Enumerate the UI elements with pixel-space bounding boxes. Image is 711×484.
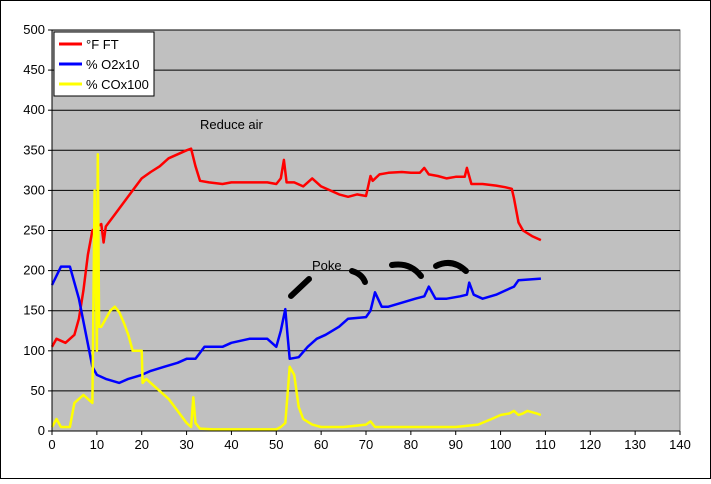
y-tick-label: 200	[23, 263, 45, 278]
x-tick-label: 130	[624, 437, 646, 452]
series-line	[50, 147, 542, 348]
x-tick-label: 10	[90, 437, 104, 452]
stroke	[288, 276, 312, 299]
x-tick-label: 40	[224, 437, 238, 452]
x-tick-label: 100	[490, 437, 512, 452]
x-tick-label: 110	[535, 437, 556, 452]
x-tick-label: 0	[48, 437, 55, 452]
y-tick-label: 250	[23, 223, 45, 238]
x-tick-label: 50	[269, 437, 283, 452]
y-tick-label: 150	[23, 303, 45, 318]
x-tick-label: 140	[669, 437, 691, 452]
x-tick-label: 20	[134, 437, 148, 452]
series-line	[50, 153, 542, 431]
y-tick-label: 0	[38, 423, 45, 438]
annotation: Poke	[312, 258, 342, 273]
x-tick-label: 60	[314, 437, 328, 452]
legend: °F FT % O2x10 % COx100	[53, 31, 155, 97]
legend-label: °F FT	[86, 37, 119, 52]
y-tick-label: 500	[23, 22, 45, 37]
y-tick-label: 300	[23, 182, 45, 197]
stroke	[349, 268, 368, 285]
y-tick-label: 350	[23, 142, 45, 157]
x-tick-label: 80	[404, 437, 418, 452]
stroke	[389, 261, 424, 279]
y-tick-label: 450	[23, 62, 45, 77]
y-tick-label: 100	[23, 343, 45, 358]
y-tick-label: 50	[31, 383, 45, 398]
x-tick-label: 30	[179, 437, 193, 452]
series-line	[50, 265, 541, 385]
legend-label: % O2x10	[86, 57, 139, 72]
y-tick-label: 400	[23, 102, 45, 117]
stroke	[433, 259, 469, 274]
x-tick-label: 70	[359, 437, 373, 452]
x-tick-label: 90	[448, 437, 462, 452]
x-tick-label: 120	[579, 437, 601, 452]
annotation: Reduce air	[200, 117, 264, 132]
hand-strokes	[288, 259, 469, 299]
legend-label: % COx100	[86, 77, 149, 92]
